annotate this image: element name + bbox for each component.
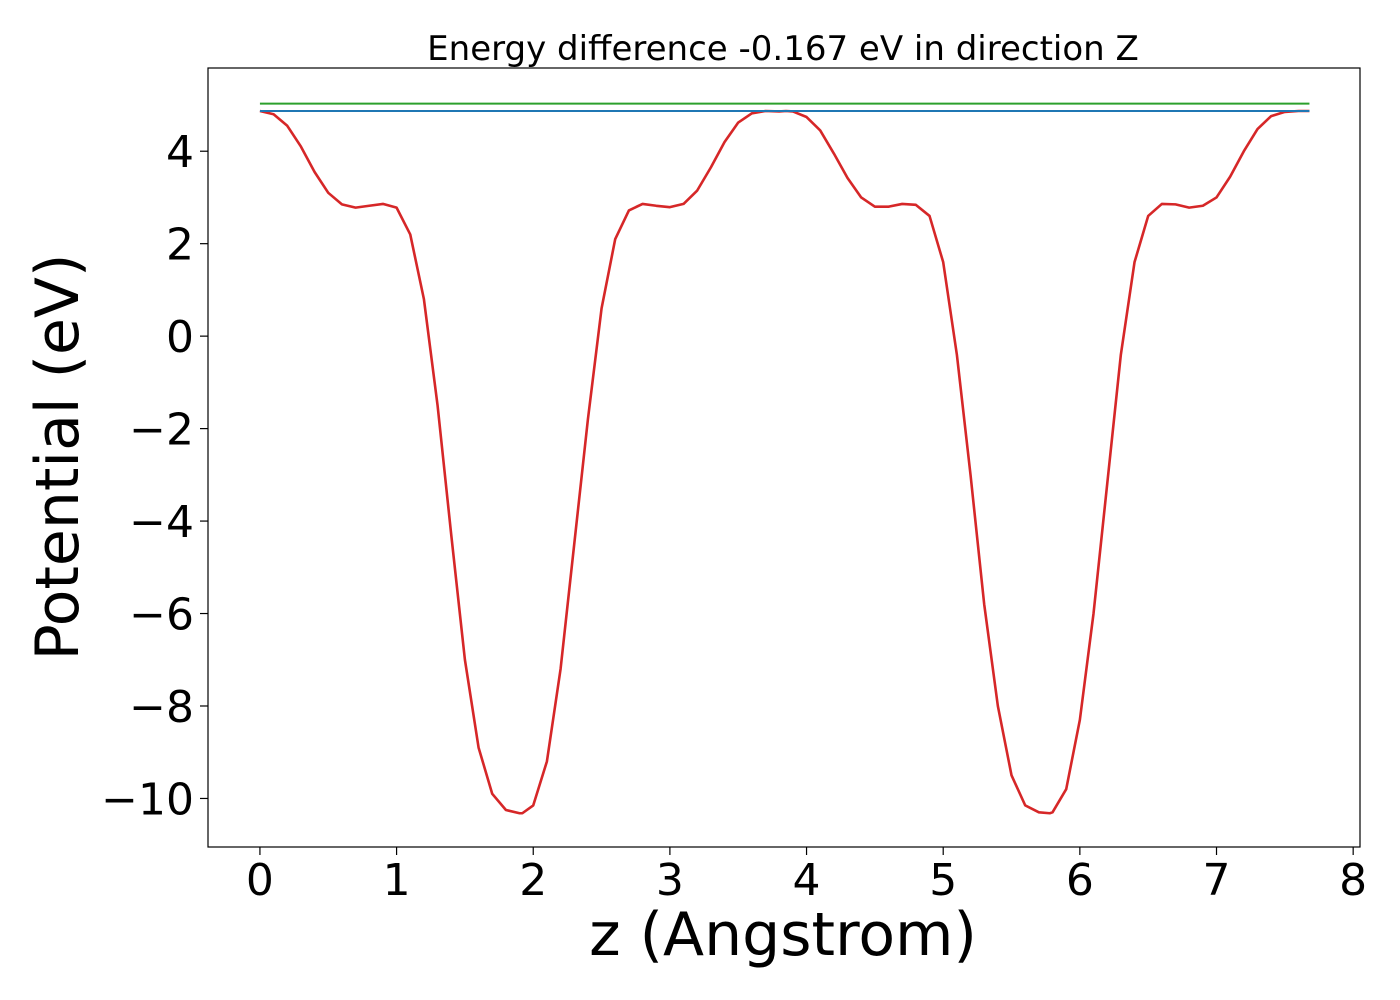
y-tick-label: −4 bbox=[129, 497, 194, 548]
series-layer bbox=[259, 102, 1310, 815]
x-tick-label: 5 bbox=[929, 855, 957, 906]
x-tick-label: 4 bbox=[793, 855, 821, 906]
x-axis-label: z (Angstrom) bbox=[589, 900, 977, 970]
x-tick-label: 1 bbox=[383, 855, 411, 906]
x-tick-label: 8 bbox=[1339, 855, 1367, 906]
y-tick-label: 4 bbox=[166, 127, 194, 178]
y-axis-label: Potential (eV) bbox=[23, 254, 93, 661]
y-tick-label: 2 bbox=[166, 220, 194, 271]
y-tick-label: −6 bbox=[129, 590, 194, 641]
chart-title: Energy difference -0.167 eV in direction… bbox=[427, 29, 1139, 69]
y-tick-label: −8 bbox=[129, 682, 194, 733]
x-tick-label: 7 bbox=[1203, 855, 1231, 906]
x-tick-label: 2 bbox=[519, 855, 547, 906]
x-tick-label: 0 bbox=[246, 855, 274, 906]
y-tick-label: −2 bbox=[129, 405, 194, 456]
y-tick-label: 0 bbox=[166, 312, 194, 363]
plot-area-frame bbox=[207, 67, 1361, 848]
x-tick-label: 3 bbox=[656, 855, 684, 906]
x-tick-label: 6 bbox=[1066, 855, 1094, 906]
y-tick-label: −10 bbox=[101, 774, 194, 825]
x-axis-ticks: 0 1 2 3 4 5 6 7 8 bbox=[246, 847, 1367, 906]
series-line-0 bbox=[259, 109, 1310, 815]
y-axis-ticks: −10 −8 −6 −4 −2 0 2 4 bbox=[101, 127, 208, 825]
